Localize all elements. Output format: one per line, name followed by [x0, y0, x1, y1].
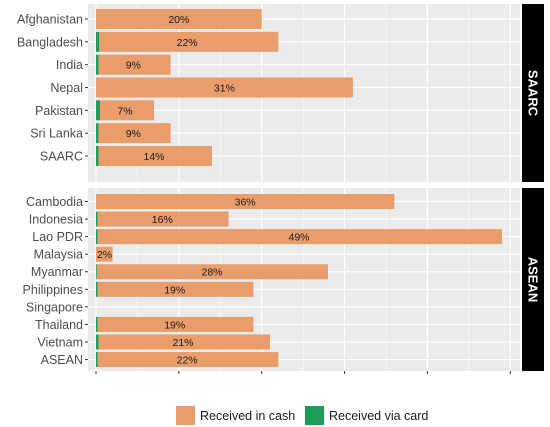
data-label: 19% — [164, 319, 185, 331]
data-label: 22% — [177, 37, 198, 49]
bar-cash — [97, 352, 279, 368]
bar-cash — [99, 31, 279, 52]
y-tick-label: Sri Lanka — [30, 127, 83, 141]
bar-card — [96, 229, 98, 245]
y-tick-label: Indonesia — [29, 213, 83, 227]
data-label: 49% — [288, 232, 309, 244]
y-tick-label: ASEAN — [41, 353, 83, 367]
bar-cash — [96, 264, 328, 280]
legend-label-cash: Received in cash — [200, 409, 295, 423]
legend-label-card: Received via card — [329, 409, 428, 423]
data-label: 22% — [177, 355, 198, 367]
y-tick-label: SAARC — [40, 149, 83, 163]
bar-cash — [96, 77, 353, 98]
bar-cash — [98, 145, 212, 166]
data-label: 36% — [235, 197, 256, 209]
bar-card — [96, 31, 100, 52]
bar-cash — [98, 123, 171, 144]
panel-saarc: Afghanistan 20% Bangladesh 22% India 9% Nepal 3… — [17, 4, 544, 182]
bar-cash — [96, 194, 395, 209]
y-tick-label: Vietnam — [37, 335, 83, 349]
bar-card — [96, 352, 98, 368]
bar-cash — [100, 100, 154, 121]
data-label: 2% — [97, 249, 112, 261]
y-tick-label: India — [56, 58, 83, 72]
bar-cash — [97, 281, 254, 297]
data-label: 21% — [172, 337, 193, 349]
data-label: 31% — [214, 82, 235, 94]
y-tick-label: Philippines — [23, 283, 83, 297]
data-label: 7% — [117, 105, 132, 117]
bar-card — [96, 264, 97, 280]
y-tick-label: Malaysia — [34, 248, 83, 262]
data-label: 9% — [126, 128, 141, 140]
bar-cash — [97, 316, 254, 332]
facet-strip-label: ASEAN — [526, 257, 541, 303]
facet-strip — [522, 4, 544, 182]
y-tick-label: Myanmar — [31, 265, 83, 279]
bar-cash — [96, 9, 262, 29]
legend: Received in cash Received via card — [176, 406, 428, 425]
legend-swatch-card — [305, 406, 324, 425]
bar-card — [96, 145, 99, 166]
data-label: 16% — [152, 214, 173, 226]
y-tick-label: Cambodia — [26, 195, 83, 209]
bar-card — [96, 54, 99, 75]
bar-cash — [96, 246, 113, 262]
bar-card — [96, 281, 98, 297]
data-label: 19% — [164, 284, 185, 296]
panel-asean: Cambodia 36% Indonesia 16% Lao PDR 49% Malaysi… — [23, 188, 544, 371]
y-tick-label: Singapore — [26, 300, 83, 314]
y-tick-label: Afghanistan — [17, 13, 83, 27]
bar-cash — [98, 334, 270, 350]
legend-swatch-cash — [176, 406, 195, 425]
data-label: 9% — [126, 60, 141, 72]
bar-card — [96, 316, 98, 332]
bar-card — [96, 211, 98, 227]
bar-cash — [97, 211, 229, 227]
data-label: 28% — [201, 267, 222, 279]
bar-cash — [98, 54, 171, 75]
bar-cash — [97, 229, 503, 245]
y-tick-label: Nepal — [50, 81, 83, 95]
y-tick-label: Lao PDR — [32, 230, 83, 244]
y-tick-label: Thailand — [35, 318, 83, 332]
y-tick-label: Pakistan — [35, 104, 83, 118]
bar-card — [96, 334, 99, 350]
y-tick-label: Bangladesh — [17, 35, 83, 49]
data-label: 20% — [168, 14, 189, 26]
facet-strip-label: SAARC — [526, 70, 541, 117]
facet-strip — [522, 188, 544, 371]
bar-card — [96, 123, 99, 144]
bar-card — [96, 100, 101, 121]
data-label: 14% — [143, 151, 164, 163]
